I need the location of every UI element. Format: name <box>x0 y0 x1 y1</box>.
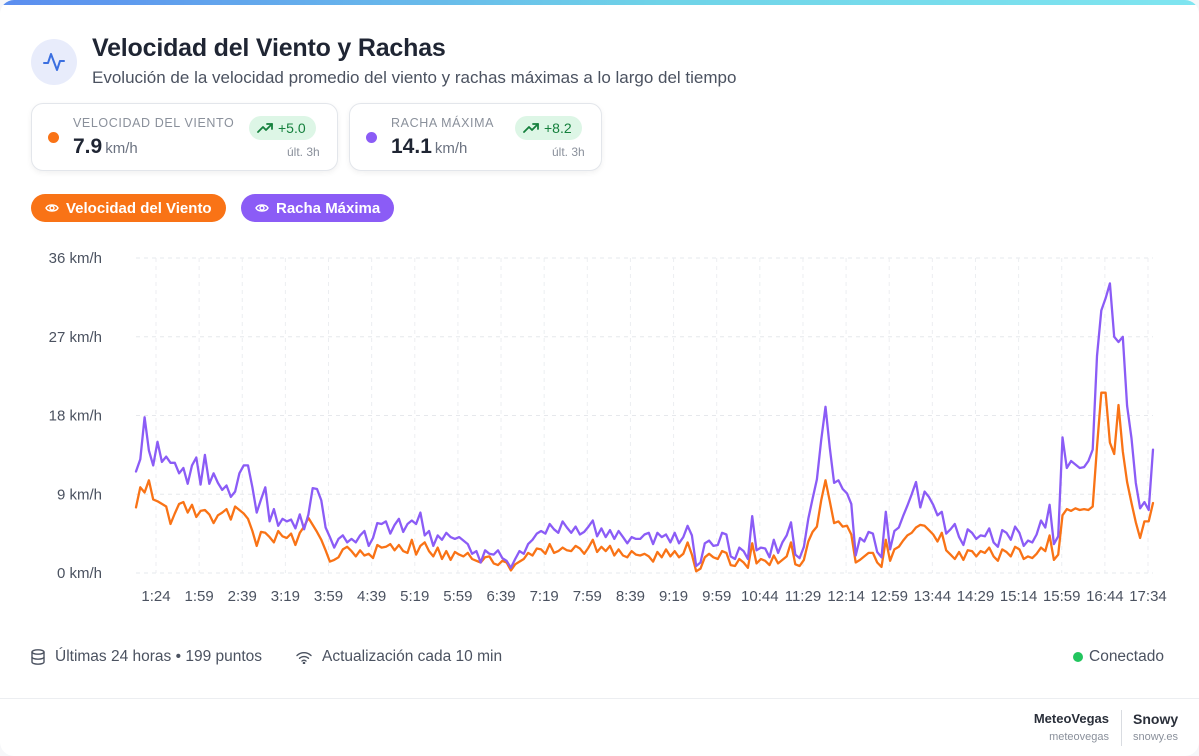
x-tick-label: 11:29 <box>785 588 821 605</box>
wifi-icon <box>296 651 312 664</box>
trending-up-icon <box>523 123 539 133</box>
x-tick-label: 1:24 <box>141 588 170 605</box>
brand-separator <box>1121 710 1122 746</box>
brand-meteovegas[interactable]: MeteoVegas <box>1033 711 1109 726</box>
footer-divider <box>0 698 1199 699</box>
accent-bar <box>0 0 1199 5</box>
stat-card-max-gust: RACHA MÁXIMA 14.1 km/h +8.2 últ. 3h <box>349 103 602 171</box>
stat-number: 7.9 <box>73 135 103 158</box>
x-tick-label: 3:59 <box>314 588 343 605</box>
max-gust-dot <box>366 132 377 143</box>
y-tick-label: 0 km/h <box>57 565 102 582</box>
activity-pulse-icon <box>31 39 77 85</box>
brand-snowy[interactable]: Snowy <box>1133 711 1179 727</box>
stat-number: 14.1 <box>391 135 432 158</box>
wind-line-chart: 0 km/h 9 km/h 18 km/h 27 km/h 36 km/h 1:24 1:… <box>49 250 1167 605</box>
x-tick-label: 5:19 <box>400 588 429 605</box>
x-tick-label: 4:39 <box>357 588 386 605</box>
stat-unit: km/h <box>434 140 468 157</box>
x-tick-label: 12:59 <box>870 588 908 605</box>
toggle-max-gust[interactable]: Racha Máxima <box>241 194 395 222</box>
toggle-label: Racha Máxima <box>276 199 381 217</box>
stat-label: RACHA MÁXIMA <box>391 116 495 130</box>
stat-value: 14.1 km/h <box>391 135 467 159</box>
x-tick-label: 15:59 <box>1043 588 1081 605</box>
page-title: Velocidad del Viento y Rachas <box>92 34 446 62</box>
stat-card-wind-speed: VELOCIDAD DEL VIENTO 7.9 km/h +5.0 últ. 3… <box>31 103 338 171</box>
y-tick-label: 36 km/h <box>49 250 102 267</box>
trend-badge: +5.0 <box>249 116 316 140</box>
brand-meteovegas-sub: meteovegas <box>1049 731 1109 743</box>
trend-badge: +8.2 <box>515 116 582 140</box>
eye-icon <box>45 204 59 212</box>
y-tick-label: 9 km/h <box>57 486 102 503</box>
x-tick-label: 12:14 <box>827 588 865 605</box>
brand-snowy-sub: snowy.es <box>1133 731 1179 743</box>
update-info: Actualización cada 10 min <box>296 648 502 666</box>
x-tick-label: 5:59 <box>443 588 472 605</box>
x-tick-label: 8:39 <box>616 588 645 605</box>
trend-period: últ. 3h <box>552 145 585 159</box>
series-line-max-gust <box>134 282 1155 569</box>
x-tick-label: 1:59 <box>185 588 214 605</box>
stat-value: 7.9 km/h <box>73 135 138 159</box>
status-text: Conectado <box>1089 648 1164 665</box>
range-text: Últimas 24 horas • 199 puntos <box>55 648 263 665</box>
y-tick-label: 18 km/h <box>49 408 102 425</box>
x-tick-label: 16:44 <box>1086 588 1124 605</box>
wind-speed-dot <box>48 132 59 143</box>
page-subtitle: Evolución de la velocidad promedio del v… <box>92 68 737 87</box>
x-tick-label: 10:44 <box>741 588 779 605</box>
trend-value: +8.2 <box>544 120 572 136</box>
x-tick-label: 6:39 <box>486 588 515 605</box>
data-range-info: Últimas 24 horas • 199 puntos <box>31 648 262 666</box>
x-tick-label: 7:19 <box>530 588 559 605</box>
x-tick-label: 13:44 <box>914 588 952 605</box>
stat-label: VELOCIDAD DEL VIENTO <box>73 116 235 130</box>
database-icon <box>31 649 45 665</box>
x-tick-label: 2:39 <box>228 588 257 605</box>
toggle-label: Velocidad del Viento <box>66 199 212 217</box>
x-tick-label: 9:59 <box>702 588 731 605</box>
stat-unit: km/h <box>105 140 138 157</box>
series-line-wind-speed <box>134 391 1155 573</box>
trend-value: +5.0 <box>278 120 306 136</box>
y-tick-label: 27 km/h <box>49 329 102 346</box>
x-tick-label: 17:34 <box>1129 588 1167 605</box>
x-tick-label: 15:14 <box>1000 588 1038 605</box>
x-tick-label: 14:29 <box>957 588 995 605</box>
connection-status: Conectado <box>1073 648 1164 666</box>
x-tick-label: 3:19 <box>271 588 300 605</box>
trend-period: últ. 3h <box>287 145 320 159</box>
status-dot <box>1073 652 1083 662</box>
x-tick-label: 9:19 <box>659 588 688 605</box>
toggle-wind-speed[interactable]: Velocidad del Viento <box>31 194 226 222</box>
update-text: Actualización cada 10 min <box>322 648 503 665</box>
x-tick-label: 7:59 <box>573 588 602 605</box>
trending-up-icon <box>257 123 273 133</box>
eye-icon <box>255 204 269 212</box>
